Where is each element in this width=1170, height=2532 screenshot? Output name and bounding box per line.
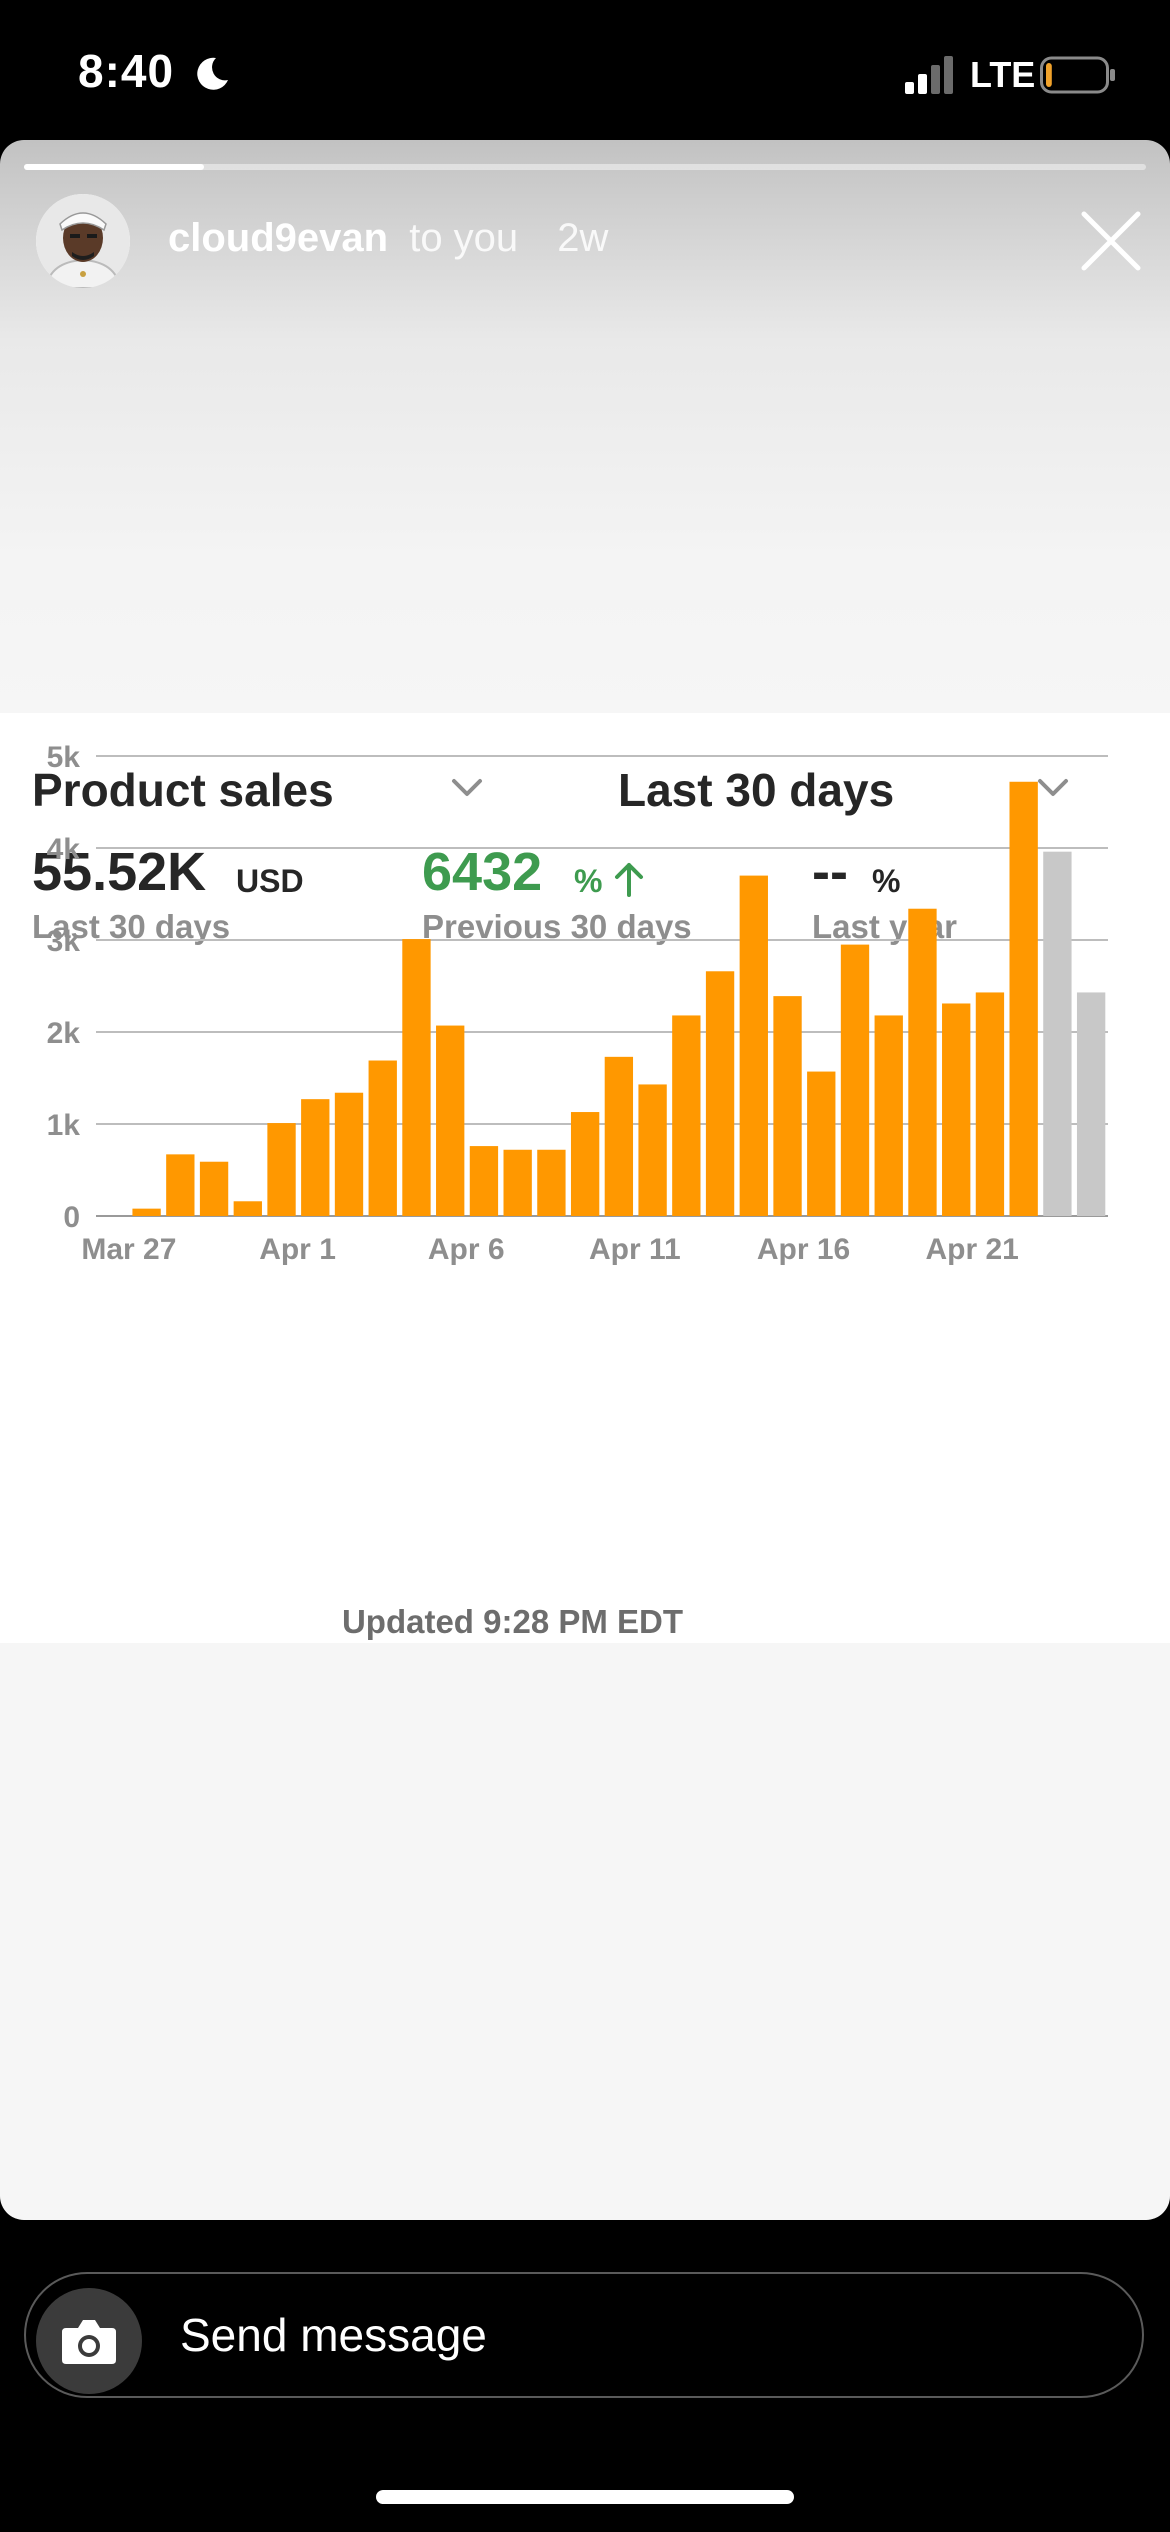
sales-bar [166,1154,195,1216]
total-sales-unit: USD [236,863,304,899]
sales-bar [773,996,802,1216]
sales-bar [942,1003,971,1216]
sales-bar [436,1025,465,1216]
signal-icon [905,56,953,94]
network-label: LTE [970,54,1036,95]
story-header: cloud9evan to you 2w [168,216,608,261]
story-age: 2w [557,216,609,260]
date-range-dropdown[interactable]: Last 30 days [618,764,895,816]
close-icon[interactable] [1080,210,1142,272]
home-indicator [376,2490,794,2504]
avatar[interactable] [36,194,130,288]
x-tick-label: Apr 21 [926,1233,1019,1266]
sender-username[interactable]: cloud9evan [168,216,389,260]
y-tick-label: 3k [47,925,81,958]
sales-bar [503,1149,532,1216]
projected-bar [1076,992,1106,1216]
metric-dropdown[interactable]: Product sales [32,764,334,816]
y-tick-label: 4k [47,833,81,866]
story-progress-fill [24,164,204,170]
moon-icon [197,57,228,90]
sales-bar [334,1092,364,1216]
sales-bar [908,908,937,1216]
recipient-text: to you [409,216,519,260]
camera-icon [62,2320,116,2364]
x-tick-label: Mar 27 [81,1233,176,1266]
story-card[interactable]: cloud9evan to you 2w Product sales Last … [0,140,1170,2220]
change-unit: % [574,863,603,899]
sales-bar [368,1060,397,1216]
chevron-down-icon[interactable] [1036,773,1070,803]
battery-icon [1040,56,1115,94]
y-tick-label: 5k [47,741,81,774]
projected-bar [1043,851,1072,1216]
yoy-unit: % [872,863,901,899]
x-tick-label: Apr 6 [428,1233,505,1266]
sales-bar [402,939,431,1216]
x-tick-label: Apr 1 [259,1233,336,1266]
sales-bar [537,1149,566,1216]
y-tick-label: 1k [47,1109,81,1142]
message-placeholder: Send message [180,2309,487,2361]
sales-bar [570,1112,600,1216]
change-caption: Previous 30 days [422,908,692,945]
y-tick-label: 0 [63,1201,80,1234]
sales-bar [199,1161,229,1216]
sales-bar [267,1123,296,1216]
sales-bar [604,1056,634,1216]
x-tick-label: Apr 11 [589,1233,681,1266]
sales-insight-panel: Product sales Last 30 days 55.52K USD La… [0,713,1170,1643]
sales-bar [840,944,870,1216]
sales-bar [739,875,768,1216]
sales-bar [705,971,735,1216]
total-sales-caption: Last 30 days [32,908,231,945]
camera-button[interactable] [36,2288,142,2394]
sales-bar [807,1071,836,1216]
x-tick-label: Apr 16 [757,1233,850,1266]
send-message-field[interactable] [24,2272,1144,2398]
y-tick-label: 2k [47,1017,81,1050]
sales-bar [1009,781,1038,1216]
change-value: 6432 [422,842,543,902]
status-time: 8:40 [78,45,175,97]
updated-timestamp: Updated 9:28 PM EDT [341,1603,684,1640]
yoy-value: -- [812,842,848,902]
chevron-down-icon[interactable] [450,773,484,803]
sales-bar [672,1015,701,1216]
story-progress-bar [24,164,1146,170]
sales-bar-chart: 0 1k 2k 3k 4k 5k Mar 27 Apr 1 Apr 6 Apr 11 Apr 16 A… [47,741,1108,1266]
avatar-image [36,194,130,288]
sales-bar [874,1015,903,1216]
sales-bar [132,1208,161,1216]
sales-bar [638,1084,667,1216]
sales-bar [301,1099,330,1216]
sales-bar [233,1201,262,1216]
status-bar: 8:40 LTE [0,0,1170,140]
sales-bar [975,992,1005,1216]
total-sales-value: 55.52K [32,842,207,902]
sales-bar [469,1146,499,1216]
arrow-up-icon [615,863,643,897]
